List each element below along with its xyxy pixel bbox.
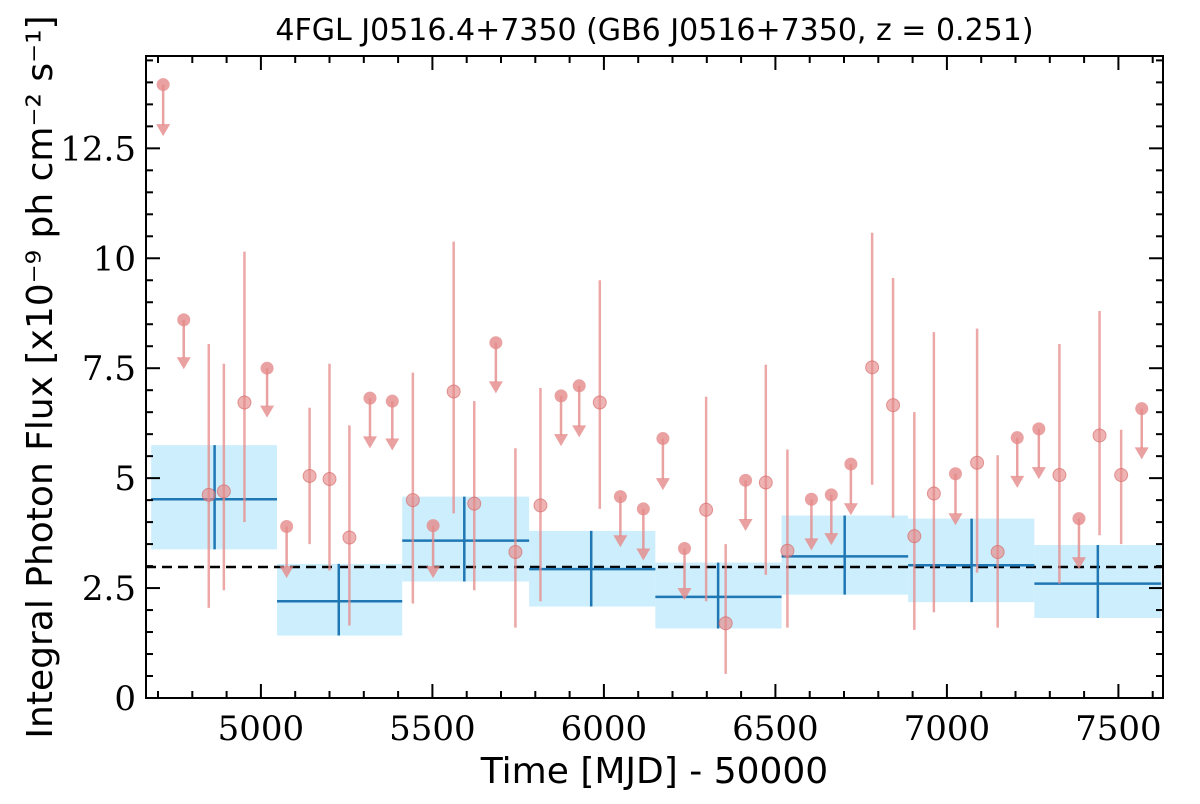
short-bin-point-23 bbox=[1052, 468, 1067, 483]
upper-limit-arrow-11 bbox=[613, 535, 628, 548]
short-bin-point-22 bbox=[990, 545, 1005, 560]
upper-limit-arrow-20 bbox=[1010, 475, 1025, 488]
upper-limit-marker-6 bbox=[385, 394, 399, 408]
y-tick-label-2.5: 2.5 bbox=[82, 569, 136, 609]
short-bin-point-25 bbox=[1114, 468, 1129, 483]
short-bin-point-20 bbox=[926, 486, 941, 501]
y-axis-label: Integral Photon Flux [x10⁻⁹ ph cm⁻² s⁻¹] bbox=[20, 15, 61, 738]
short-bin-point-18 bbox=[886, 398, 901, 413]
short-bin-point-17 bbox=[865, 360, 880, 375]
short-bin-point-16 bbox=[780, 543, 795, 558]
x-tick-label-7500: 7500 bbox=[1075, 709, 1162, 749]
upper-limit-marker-7 bbox=[426, 519, 440, 533]
upper-limit-arrow-6 bbox=[385, 438, 400, 451]
upper-limit-marker-22 bbox=[1072, 512, 1086, 526]
short-bin-point-6 bbox=[342, 530, 357, 545]
upper-limit-arrow-5 bbox=[362, 436, 377, 449]
upper-limit-marker-8 bbox=[489, 336, 503, 350]
upper-limit-marker-11 bbox=[613, 490, 627, 504]
short-bin-point-19 bbox=[907, 529, 922, 544]
upper-limit-marker-15 bbox=[739, 473, 753, 487]
upper-limit-arrow-9 bbox=[554, 434, 569, 447]
plot-frame bbox=[145, 55, 1164, 699]
short-bin-point-21 bbox=[970, 455, 985, 470]
upper-limit-arrow-8 bbox=[488, 381, 503, 394]
upper-limit-arrow-13 bbox=[655, 478, 670, 491]
short-bin-point-10 bbox=[508, 545, 523, 560]
upper-limit-arrow-10 bbox=[572, 425, 587, 438]
x-tick-label-5500: 5500 bbox=[389, 709, 476, 749]
short-bin-point-4 bbox=[302, 468, 317, 483]
upper-limit-arrow-17 bbox=[824, 533, 839, 546]
short-bin-point-24 bbox=[1092, 428, 1107, 443]
short-bin-point-2 bbox=[216, 484, 231, 499]
upper-limit-marker-16 bbox=[804, 492, 818, 506]
upper-limit-marker-13 bbox=[656, 432, 670, 446]
upper-limit-arrow-2 bbox=[176, 357, 191, 370]
short-bin-point-8 bbox=[446, 384, 461, 399]
upper-limit-arrow-23 bbox=[1134, 447, 1149, 460]
upper-limit-marker-18 bbox=[844, 457, 858, 471]
upper-limit-marker-21 bbox=[1032, 422, 1046, 436]
y-tick-label-7.5: 7.5 bbox=[82, 349, 136, 389]
upper-limit-marker-17 bbox=[824, 488, 838, 502]
upper-limit-marker-1 bbox=[156, 78, 170, 92]
x-tick-label-7000: 7000 bbox=[904, 709, 991, 749]
axis-ticks-layer: 5000 5500 6000 6500 7000 7500 0 2.5 5 7.5 10 12.5 bbox=[60, 56, 1163, 749]
upper-limit-marker-9 bbox=[554, 389, 568, 403]
upper-limit-arrow-18 bbox=[843, 503, 858, 516]
upper-limit-arrow-15 bbox=[738, 519, 753, 532]
chart-title: 4FGL J0516.4+7350 (GB6 J0516+7350, z = 0… bbox=[275, 13, 1033, 48]
short-bin-point-9 bbox=[467, 496, 482, 511]
upper-limit-marker-20 bbox=[1010, 431, 1024, 445]
y-tick-label-12.5: 12.5 bbox=[60, 129, 136, 169]
upper-limit-marker-14 bbox=[678, 541, 692, 555]
short-bin-point-1 bbox=[201, 487, 216, 502]
upper-limit-marker-12 bbox=[636, 502, 650, 516]
short-bin-point-13 bbox=[699, 502, 714, 517]
short-bin-points-layer bbox=[201, 232, 1129, 674]
upper-limit-marker-10 bbox=[572, 379, 586, 393]
short-bin-point-11 bbox=[533, 498, 548, 513]
x-axis-label: Time [MJD] - 50000 bbox=[480, 751, 828, 792]
upper-limit-marker-5 bbox=[363, 391, 377, 405]
upper-limits-layer bbox=[156, 78, 1149, 601]
upper-limit-marker-19 bbox=[948, 467, 962, 481]
short-bin-point-7 bbox=[405, 493, 420, 508]
short-bin-point-12 bbox=[592, 395, 607, 410]
short-bin-point-3 bbox=[237, 395, 252, 410]
x-tick-label-6500: 6500 bbox=[732, 709, 819, 749]
short-bin-point-15 bbox=[758, 475, 773, 490]
upper-limit-arrow-12 bbox=[636, 548, 651, 561]
upper-limit-arrow-21 bbox=[1031, 467, 1046, 480]
upper-limit-arrow-19 bbox=[948, 513, 963, 526]
upper-limit-marker-2 bbox=[177, 313, 191, 327]
upper-limit-arrow-7 bbox=[426, 566, 441, 579]
x-tick-label-5000: 5000 bbox=[218, 709, 305, 749]
long-bin-box-3 bbox=[402, 496, 530, 582]
x-tick-label-6000: 6000 bbox=[561, 709, 648, 749]
long-bin-boxes-layer bbox=[151, 445, 1162, 636]
upper-limit-arrow-1 bbox=[156, 124, 171, 137]
y-tick-label-10: 10 bbox=[93, 239, 136, 279]
upper-limit-arrow-16 bbox=[804, 538, 819, 551]
upper-limit-arrow-14 bbox=[677, 588, 692, 601]
upper-limit-marker-4 bbox=[280, 520, 294, 534]
upper-limit-arrow-4 bbox=[279, 566, 294, 579]
short-bin-point-14 bbox=[718, 616, 733, 631]
upper-limit-marker-3 bbox=[260, 361, 274, 375]
upper-limit-arrow-22 bbox=[1071, 557, 1086, 570]
upper-limit-arrow-3 bbox=[260, 405, 275, 418]
y-tick-label-0: 0 bbox=[114, 679, 136, 719]
y-tick-label-5: 5 bbox=[114, 459, 136, 499]
upper-limit-marker-23 bbox=[1135, 402, 1149, 416]
short-bin-point-5 bbox=[322, 472, 337, 487]
